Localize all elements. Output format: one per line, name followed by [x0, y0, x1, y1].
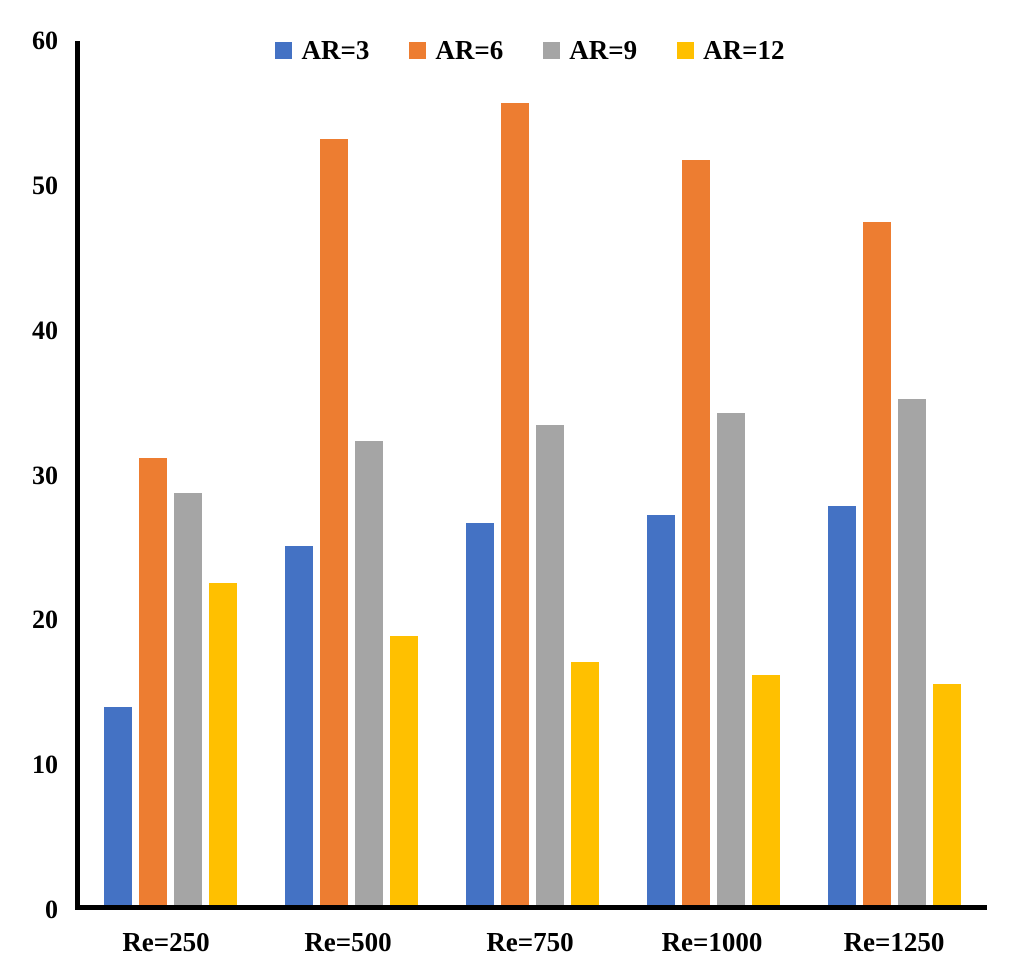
- bar-AR=3-Re=1000: [647, 515, 675, 905]
- legend-label: AR=9: [569, 35, 638, 65]
- bar-AR=12-Re=750: [571, 662, 599, 905]
- y-tick-label: 60: [32, 26, 58, 55]
- x-tick-label: Re=750: [486, 927, 574, 957]
- bar-AR=6-Re=500: [320, 139, 348, 905]
- x-tick-label: Re=250: [122, 927, 210, 957]
- bar-AR=12-Re=1250: [933, 684, 961, 905]
- y-axis-labels: 0 10 20 30 40 50 60: [0, 0, 60, 979]
- bar-AR=6-Re=250: [139, 458, 167, 905]
- y-tick-label: 20: [32, 605, 58, 635]
- bar-AR=9-Re=1000: [717, 413, 745, 905]
- legend-label: AR=12: [703, 35, 785, 65]
- bar-group-Re=1000: [623, 41, 804, 905]
- legend-item-AR=9: AR=9: [543, 36, 637, 64]
- legend-item-AR=3: AR=3: [275, 36, 369, 64]
- bar-AR=6-Re=750: [501, 103, 529, 905]
- bar-AR=3-Re=1250: [828, 506, 856, 905]
- x-tick-label: Re=500: [304, 927, 392, 957]
- bar-AR=12-Re=250: [209, 583, 237, 905]
- bar-AR=9-Re=500: [355, 441, 383, 905]
- bar-AR=9-Re=1250: [898, 399, 926, 905]
- bar-AR=6-Re=1250: [863, 222, 891, 905]
- bar-AR=6-Re=1000: [682, 160, 710, 905]
- bar-AR=3-Re=500: [285, 546, 313, 905]
- plot-area: [75, 41, 987, 910]
- legend-item-AR=6: AR=6: [409, 36, 503, 64]
- y-tick-label: 30: [32, 460, 58, 490]
- legend-swatch-icon: [275, 41, 293, 59]
- y-tick-label: 10: [32, 750, 58, 780]
- bar-group-Re=500: [261, 41, 442, 905]
- legend-label: AR=6: [435, 35, 504, 65]
- y-tick-label: 0: [45, 895, 58, 924]
- bar-AR=12-Re=500: [390, 636, 418, 905]
- x-axis-labels: Re=250 Re=500 Re=750 Re=1000 Re=1250: [75, 927, 985, 958]
- x-axis-line: [75, 905, 987, 910]
- y-tick-label: 50: [32, 170, 58, 200]
- bar-AR=12-Re=1000: [752, 675, 780, 905]
- y-axis-line: [75, 41, 80, 910]
- y-tick-label: 40: [32, 315, 58, 345]
- bar-AR=3-Re=250: [104, 707, 132, 905]
- bar-AR=9-Re=250: [174, 493, 202, 905]
- x-tick-label: Re=1250: [843, 927, 945, 957]
- legend: AR=3 AR=6 AR=9 AR=12: [75, 36, 985, 64]
- bar-AR=3-Re=750: [466, 523, 494, 905]
- legend-swatch-icon: [543, 41, 561, 59]
- bars-layer: [80, 41, 985, 905]
- bar-group-Re=750: [442, 41, 623, 905]
- bar-group-Re=250: [80, 41, 261, 905]
- legend-swatch-icon: [677, 41, 695, 59]
- x-tick-label: Re=1000: [661, 927, 763, 957]
- bar-group-Re=1250: [804, 41, 985, 905]
- legend-swatch-icon: [409, 41, 427, 59]
- legend-item-AR=12: AR=12: [677, 35, 785, 65]
- bar-AR=9-Re=750: [536, 425, 564, 905]
- legend-label: AR=3: [301, 35, 370, 65]
